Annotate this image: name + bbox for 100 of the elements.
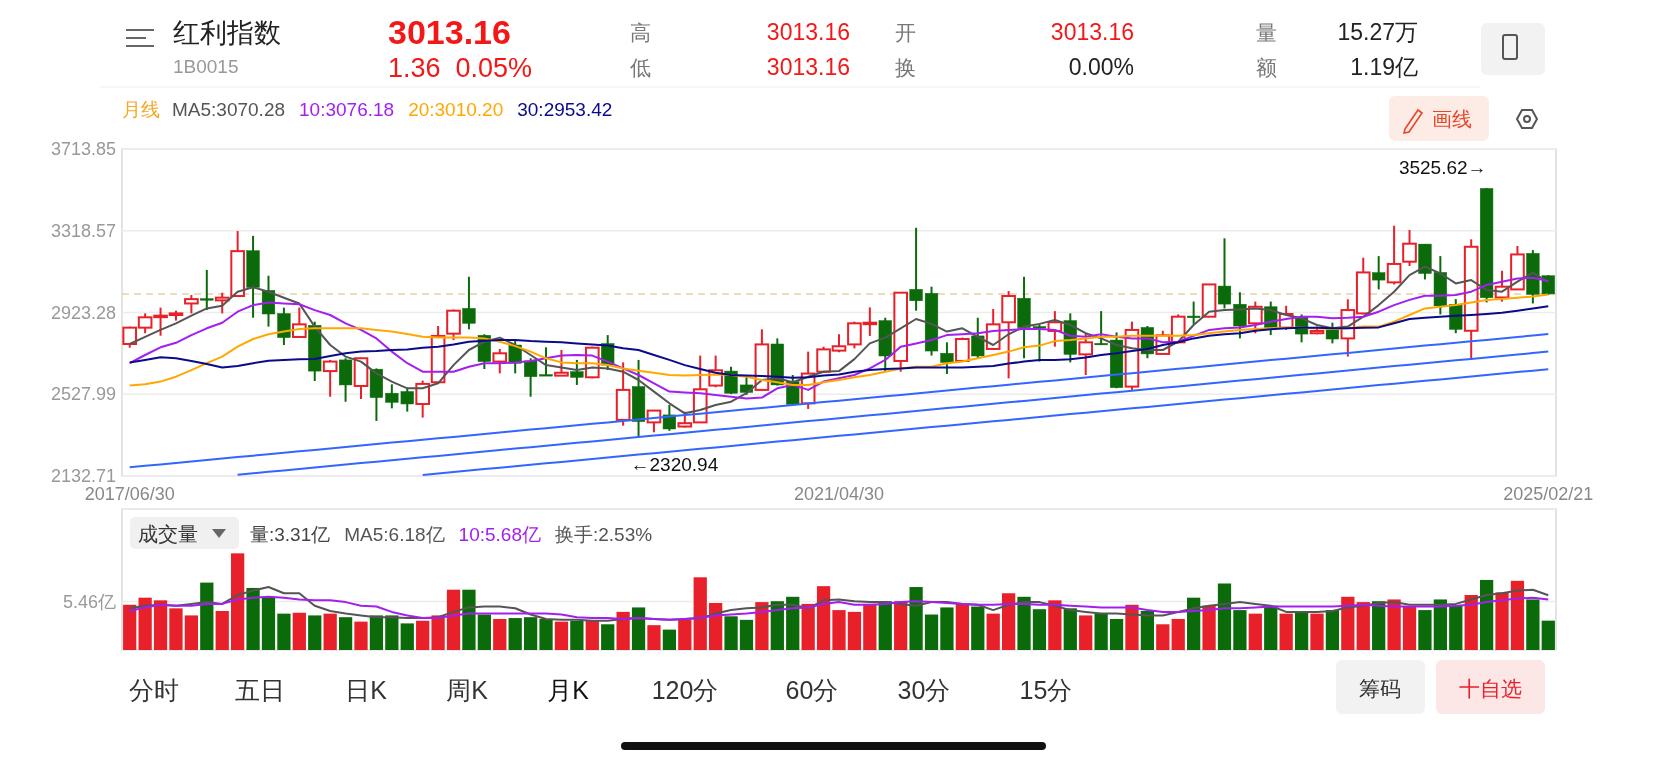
bar [1325,610,1340,650]
text: 15分 [1019,676,1073,704]
annotation: 换手:2.53% [555,524,653,545]
text: 量 [1256,21,1277,44]
text: 筹码 [1359,677,1401,700]
bar [1001,593,1016,650]
bar [1156,624,1170,650]
bar [1017,596,1031,650]
text: 1B0015 [173,56,239,77]
text: 日K [345,676,388,704]
text: 低 [630,56,651,79]
bar [1541,620,1555,650]
bar [1495,592,1509,650]
y-tick-label: 3318.57 [50,220,116,241]
bar [1032,609,1047,650]
bar [940,607,954,650]
bar [123,604,137,650]
text: 红利指数 [173,18,281,48]
bar [1217,583,1232,650]
bar [1079,615,1093,650]
bar [878,601,892,650]
bar [1464,595,1478,650]
bar [1526,599,1540,650]
bar [770,601,784,650]
bar [570,620,584,650]
bar [1063,608,1077,650]
bar [1048,600,1062,650]
text: 1.36 0.05% [388,53,533,83]
bar [1187,597,1201,650]
bar [755,602,769,650]
bar [909,587,923,650]
bar [924,614,939,650]
text: 额 [1256,56,1277,79]
bar [1202,605,1216,650]
y-tick-label: 2527.99 [50,384,116,405]
y-tick-label: 2132.71 [50,466,116,486]
bar [385,615,399,650]
bar [1171,618,1185,650]
text: 高 [630,21,651,44]
bar [246,587,260,650]
bar [508,618,522,650]
text: 30分 [897,676,951,704]
bar [1418,610,1432,650]
text: 月K [547,676,590,704]
bar [631,607,646,650]
annotation: 量:3.31亿 [250,524,331,545]
bar [894,601,908,650]
bar [215,610,229,650]
bar [338,617,353,650]
bar [786,596,800,650]
bar [601,624,615,650]
bar [169,608,183,650]
text: 十自选 [1458,677,1522,700]
text: 30:2953.42 [517,99,613,120]
text: 3013.16 [766,54,850,80]
bar [1510,580,1525,650]
bar [986,613,1000,650]
text: 60分 [785,676,839,704]
bar [554,621,569,650]
bar [493,618,507,650]
bar [369,615,384,650]
text: 3013.16 [1050,19,1134,45]
bar [539,618,553,650]
bar [1094,613,1108,650]
text: 3013.16 [388,13,511,51]
bar [292,612,306,650]
bar [477,614,491,650]
text: 画线 [1432,108,1472,130]
bar [832,610,846,650]
bar [816,586,831,650]
bar [416,620,430,650]
text: MA5:3070.28 [172,99,286,120]
bar [1402,606,1417,650]
bar [261,596,276,650]
bar [523,617,538,650]
bar [724,616,738,650]
legend-title: 月线 [122,99,160,120]
text: 成交量 [138,523,198,545]
bar [138,597,152,650]
bar [231,553,245,650]
text: 20:3010.20 [408,99,504,120]
text: 0.00% [1068,54,1134,80]
bar [1109,618,1124,650]
annotation: 3525.62→ [1398,156,1487,178]
bar [446,589,461,650]
bar [847,611,862,650]
bar [323,613,337,650]
bar [955,603,969,650]
bar [801,603,815,650]
bar [693,577,707,650]
bar [1125,604,1139,650]
bar [709,603,723,650]
bar [354,621,368,650]
text: MA5:6.18亿 [344,524,445,545]
bar [585,620,599,650]
text: 五日 [235,676,285,704]
text: 120分 [651,676,719,704]
bar [1433,599,1447,650]
bar [184,615,199,650]
bar [1233,610,1247,650]
